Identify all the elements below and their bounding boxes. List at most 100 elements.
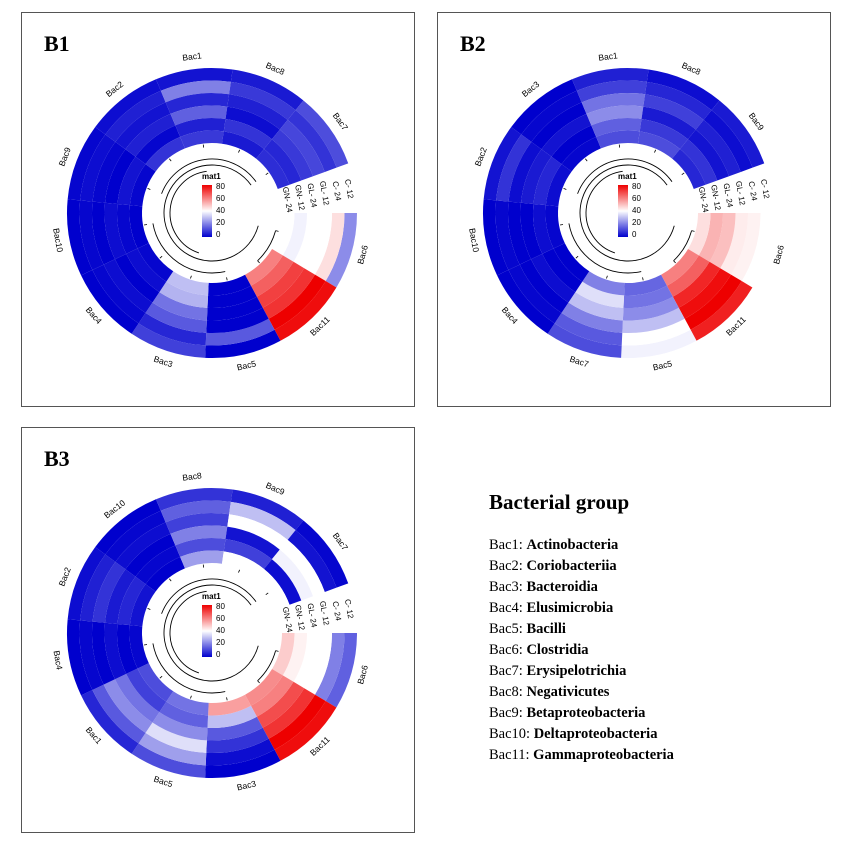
dendrogram-leaf [265, 172, 269, 176]
heatmap-cell [79, 200, 104, 270]
track-label: GN- 24 [697, 186, 710, 213]
dendrogram-leaf [147, 608, 151, 610]
heatmap-cell [272, 213, 295, 256]
dendrogram-branch [161, 578, 257, 614]
heatmap-cell [561, 136, 601, 172]
heatmap-cell [661, 248, 699, 286]
dendrogram-branch [152, 643, 226, 694]
heatmap-cell [103, 259, 153, 313]
dendrogram-branch [257, 230, 277, 262]
heatmap-cell [227, 94, 288, 130]
heatmap-cell [138, 732, 207, 766]
heatmap-cell [672, 261, 721, 308]
heatmap-cell [688, 213, 711, 256]
heatmap-cell [165, 513, 230, 534]
heatmap-cell [205, 738, 275, 766]
heatmap-cell [170, 105, 228, 126]
sector-label: Bac10 [51, 227, 65, 253]
heatmap-cell [206, 716, 263, 741]
dendrogram-branch [577, 158, 673, 194]
heatmap-cell [545, 164, 572, 207]
color-legend-tick: 0 [632, 230, 637, 239]
color-legend-bar [618, 185, 628, 237]
heatmap-cell [81, 689, 139, 754]
legend-item-code: Bac7: [489, 663, 527, 679]
heatmap-cell [160, 80, 231, 103]
color-legend-tick: 60 [632, 194, 641, 203]
color-legend-tick: 80 [216, 182, 225, 191]
heatmap-cell [115, 102, 171, 150]
heatmap-cell [287, 530, 337, 592]
legend-item-name: Bacteroidia [526, 579, 598, 595]
heatmap-cell [208, 274, 251, 296]
dendrogram-leaf [642, 277, 644, 281]
track-label: GN- 24 [281, 186, 294, 213]
heatmap-cell [180, 130, 224, 149]
heatmap-cell [160, 500, 231, 523]
heatmap-cell [223, 538, 272, 569]
heatmap-cell [245, 668, 283, 706]
heatmap-cell [206, 727, 269, 753]
heatmap-cell [571, 68, 649, 91]
heatmap-cell [229, 81, 296, 120]
track-label: C- 12 [343, 598, 355, 619]
heatmap-cell [105, 90, 166, 142]
sector-label: Bac9 [264, 480, 286, 497]
legend-item-code: Bac11: [489, 747, 534, 763]
heatmap-cell [295, 520, 349, 588]
heatmap-cell [223, 118, 272, 149]
heatmap-cell [95, 499, 161, 555]
heatmap-cell [152, 712, 208, 741]
panel-label-b3: B3 [44, 446, 70, 471]
sector-label: Bac7 [331, 531, 351, 553]
sector-label: Bac3 [520, 79, 542, 99]
heatmap-cell [295, 100, 349, 168]
dendrogram-leaf [169, 158, 172, 162]
heatmap-cell [152, 292, 208, 321]
dendrogram [143, 144, 279, 281]
dendrogram-leaf [238, 149, 241, 153]
heatmap-cell [581, 93, 646, 114]
heatmap-cell [104, 622, 127, 680]
heatmap-cell [115, 522, 171, 570]
heatmap-cell [279, 119, 325, 177]
heatmap-cell [533, 203, 554, 254]
heatmap-cell [129, 205, 149, 249]
dendrogram-leaf [681, 172, 685, 176]
dendrogram-branch [152, 223, 226, 274]
heatmap-cell [135, 125, 181, 165]
dendrogram-leaf [143, 224, 148, 226]
heatmap-cell [92, 561, 126, 623]
heatmap-cell [621, 318, 691, 346]
dendrogram-leaf [238, 569, 241, 573]
panel-label-b1: B1 [44, 31, 70, 56]
heatmap-cell [596, 130, 640, 149]
track-label: GL- 24 [306, 603, 319, 629]
heatmap-cell [207, 285, 257, 308]
heatmap-cell [643, 94, 704, 130]
sector-label: Bac5 [152, 774, 174, 790]
heatmap-cell [279, 539, 325, 597]
heatmap-cell [256, 148, 290, 190]
heatmap-cell [79, 620, 104, 690]
heatmap-cell [703, 110, 753, 172]
heatmap-cell [586, 105, 644, 126]
legend-title: Bacterial group [489, 490, 630, 514]
sector-label: Bac6 [771, 244, 786, 266]
sector-label: Bac7 [568, 354, 590, 370]
panel-b1: B1 Bac6 Bac11 Bac5 Bac3 Bac4 Bac10 Bac9 Bac2 Bac… [21, 12, 415, 407]
heatmap-cell [129, 164, 156, 207]
heatmap-cell [508, 264, 562, 324]
sector-label: Bac5 [236, 358, 257, 372]
track-label: C- 24 [331, 601, 343, 622]
track-label: GN- 12 [293, 604, 306, 631]
legend-item-name: Negativicutes [526, 684, 610, 700]
heatmap-cells [67, 68, 357, 358]
legend-item-name: Clostridia [526, 642, 589, 658]
dendrogram [143, 564, 279, 701]
sector-label: Bac7 [331, 111, 351, 133]
sector-label: Bac8 [264, 60, 286, 77]
heatmap-cell [641, 106, 696, 140]
heatmap-cell [103, 679, 153, 733]
heatmap-cell [131, 743, 206, 778]
